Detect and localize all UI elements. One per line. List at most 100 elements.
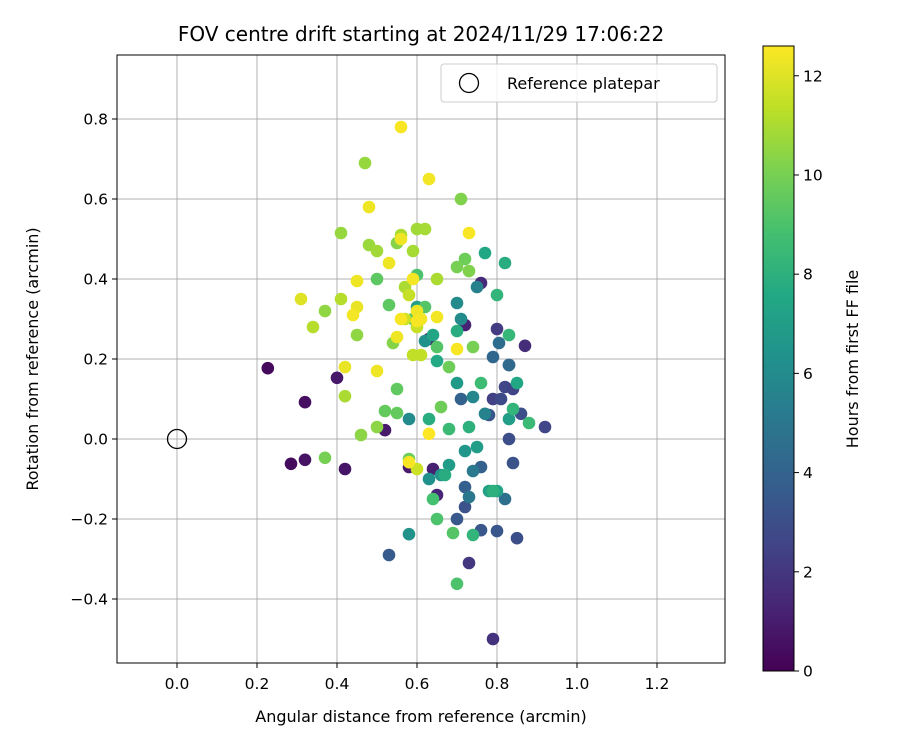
legend-label: Reference platepar xyxy=(507,74,660,93)
scatter-point xyxy=(426,492,440,506)
scatter-point xyxy=(492,336,506,350)
scatter-point xyxy=(478,407,492,421)
scatter-point xyxy=(506,402,520,416)
scatter-point xyxy=(462,556,476,570)
scatter-point xyxy=(454,312,468,326)
reference-marker-group xyxy=(166,428,188,450)
scatter-point xyxy=(346,308,360,322)
colorbar: 0 2 4 6 8 10 12 Hours from first FF file xyxy=(762,45,862,681)
y-tick-label: −0.2 xyxy=(70,511,108,529)
colorbar-tick-label: 6 xyxy=(803,365,813,383)
scatter-point xyxy=(298,395,312,409)
scatter-point xyxy=(318,304,332,318)
scatter-point xyxy=(390,406,404,420)
colorbar-tick-label: 2 xyxy=(803,563,813,581)
y-tick-label: 0.6 xyxy=(83,191,108,209)
scatter-point xyxy=(442,360,456,374)
scatter-point xyxy=(450,260,464,274)
reference-platepar-marker xyxy=(166,428,188,450)
scatter-point xyxy=(470,440,484,454)
colorbar-tick-label: 10 xyxy=(803,166,823,184)
scatter-point xyxy=(402,527,416,541)
scatter-point xyxy=(402,412,416,426)
scatter-point xyxy=(458,480,472,494)
scatter-point xyxy=(462,490,476,504)
y-axis-label: Rotation from reference (arcmin) xyxy=(23,227,42,490)
scatter-point xyxy=(450,324,464,338)
scatter-point xyxy=(502,432,516,446)
scatter-point xyxy=(370,364,384,378)
scatter-point xyxy=(458,444,472,458)
scatter-point xyxy=(330,371,344,385)
scatter-point xyxy=(498,492,512,506)
legend: Reference platepar xyxy=(440,63,718,103)
scatter-point xyxy=(338,462,352,476)
colorbar-tick-label: 8 xyxy=(803,266,813,284)
scatter-point xyxy=(502,328,516,342)
scatter-point xyxy=(422,172,436,186)
x-tick-label: 0.0 xyxy=(165,675,190,693)
x-tick-label: 0.8 xyxy=(485,675,510,693)
scatter-point xyxy=(370,420,384,434)
scatter-point xyxy=(490,524,504,538)
scatter-point xyxy=(510,531,524,545)
scatter-point xyxy=(486,632,500,646)
scatter-point xyxy=(458,500,472,514)
scatter-point xyxy=(446,526,460,540)
scatter-point xyxy=(370,244,384,258)
y-tick-label: −0.4 xyxy=(70,591,108,609)
scatter-point xyxy=(442,422,456,436)
scatter-point xyxy=(390,330,404,344)
scatter-point xyxy=(430,512,444,526)
y-axis-ticks: −0.4 −0.2 0.0 0.2 0.4 0.6 0.8 xyxy=(70,111,117,609)
colorbar-tick-label: 0 xyxy=(803,663,813,681)
scatter-point xyxy=(442,458,456,472)
scatter-point xyxy=(466,390,480,404)
x-axis-label: Angular distance from reference (arcmin) xyxy=(255,707,586,726)
scatter-point xyxy=(466,340,480,354)
scatter-point xyxy=(466,464,480,478)
scatter-point xyxy=(284,457,298,471)
scatter-point xyxy=(382,256,396,270)
scatter-point xyxy=(422,412,436,426)
scatter-point xyxy=(402,288,416,302)
scatter-point xyxy=(261,361,275,375)
colorbar-tick-label: 4 xyxy=(803,464,813,482)
scatter-point xyxy=(478,246,492,260)
scatter-point xyxy=(306,320,320,334)
legend-box xyxy=(440,63,718,103)
scatter-point xyxy=(430,354,444,368)
scatter-point xyxy=(498,256,512,270)
scatter-point xyxy=(430,310,444,324)
scatter-point xyxy=(350,274,364,288)
scatter-point xyxy=(438,468,452,482)
y-tick-label: 0.8 xyxy=(83,111,108,129)
scatter-point xyxy=(430,272,444,286)
scatter-point xyxy=(474,376,488,390)
colorbar-tick-label: 12 xyxy=(803,67,823,85)
scatter-point xyxy=(402,455,416,469)
y-tick-label: 0.0 xyxy=(83,431,108,449)
scatter-point xyxy=(462,264,476,278)
scatter-point xyxy=(462,420,476,434)
x-tick-label: 1.2 xyxy=(645,675,670,693)
scatter-point xyxy=(422,472,436,486)
scatter-point xyxy=(450,296,464,310)
scatter-point xyxy=(358,156,372,170)
scatter-point xyxy=(418,222,432,236)
scatter-point xyxy=(294,292,308,306)
scatter-point xyxy=(454,392,468,406)
scatter-point xyxy=(298,453,312,467)
y-tick-label: 0.4 xyxy=(83,271,108,289)
scatter-point xyxy=(434,400,448,414)
scatter-point xyxy=(338,360,352,374)
scatter-point xyxy=(494,392,508,406)
x-tick-label: 0.2 xyxy=(245,675,270,693)
scatter-point xyxy=(430,340,444,354)
scatter-point xyxy=(522,416,536,430)
chart-title: FOV centre drift starting at 2024/11/29 … xyxy=(178,22,664,46)
data-points xyxy=(261,120,552,646)
scatter-point xyxy=(394,232,408,246)
scatter-point xyxy=(334,292,348,306)
